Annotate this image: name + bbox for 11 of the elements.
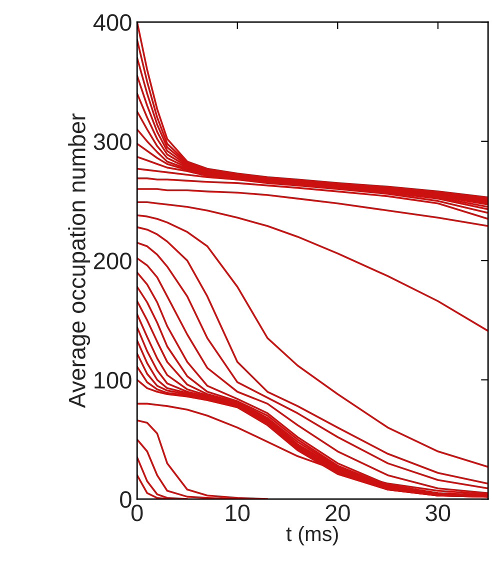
y-tick-label: 200 (94, 252, 132, 270)
x-tick-label: 10 (226, 504, 250, 522)
x-tick-label: 20 (326, 504, 350, 522)
x-tick-label: 0 (131, 504, 143, 522)
y-tick-label: 0 (120, 491, 132, 508)
y-tick-label: 300 (94, 133, 132, 150)
y-tick-label: 400 (93, 14, 132, 31)
y-tick-label: 100 (94, 372, 132, 389)
x-tick-label: 30 (426, 504, 450, 522)
x-axis-title: t (ms) (286, 526, 338, 546)
y-axis-title: Average occupation number (68, 114, 90, 408)
